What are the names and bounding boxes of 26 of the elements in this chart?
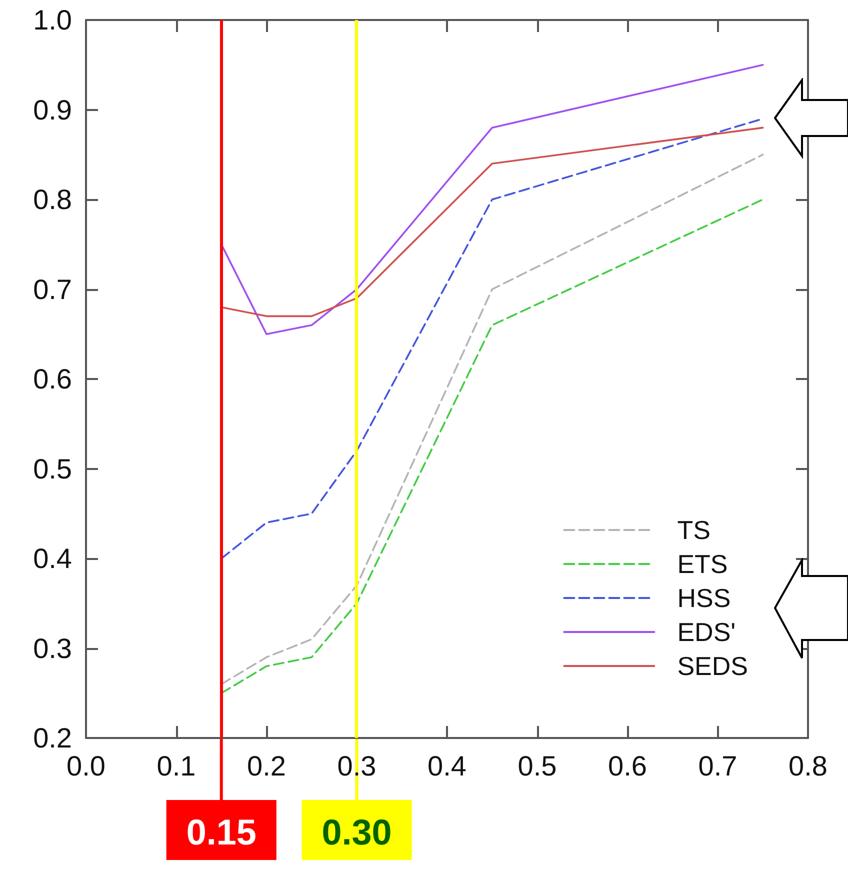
legend-label: ETS [677,549,728,579]
y-tick-label: 0.8 [33,184,72,215]
legend-label: TS [677,515,710,545]
x-tick-label: 0.2 [247,750,286,782]
y-tick-label: 0.4 [33,543,72,574]
ref-line-label: 0.30 [322,812,392,852]
x-tick-label: 0.8 [788,750,828,782]
x-tick-label: 0.4 [428,750,466,782]
line-series [220,64,764,336]
y-tick-label: 0.7 [33,274,72,305]
line-series [220,126,764,318]
y-tick-label: 0.9 [33,94,72,126]
ref-line-label: 0.15 [186,812,256,852]
x-tick-label: 0.5 [518,750,557,782]
y-tick-label: 0.5 [33,453,72,484]
x-tick-label: 0.0 [66,750,106,782]
y-tick-label: 0.2 [33,722,72,754]
legend-label: EDS' [677,617,736,647]
x-tick-label: 0.7 [698,750,738,782]
legend-label: HSS [677,583,731,613]
x-tick-label: 0.6 [608,750,647,782]
legend-label: SEDS [677,651,748,681]
x-tick-label: 0.1 [156,750,196,782]
y-tick-label: 0.3 [33,632,72,664]
y-tick-label: 1.0 [33,4,72,36]
y-tick-label: 0.6 [33,364,72,394]
